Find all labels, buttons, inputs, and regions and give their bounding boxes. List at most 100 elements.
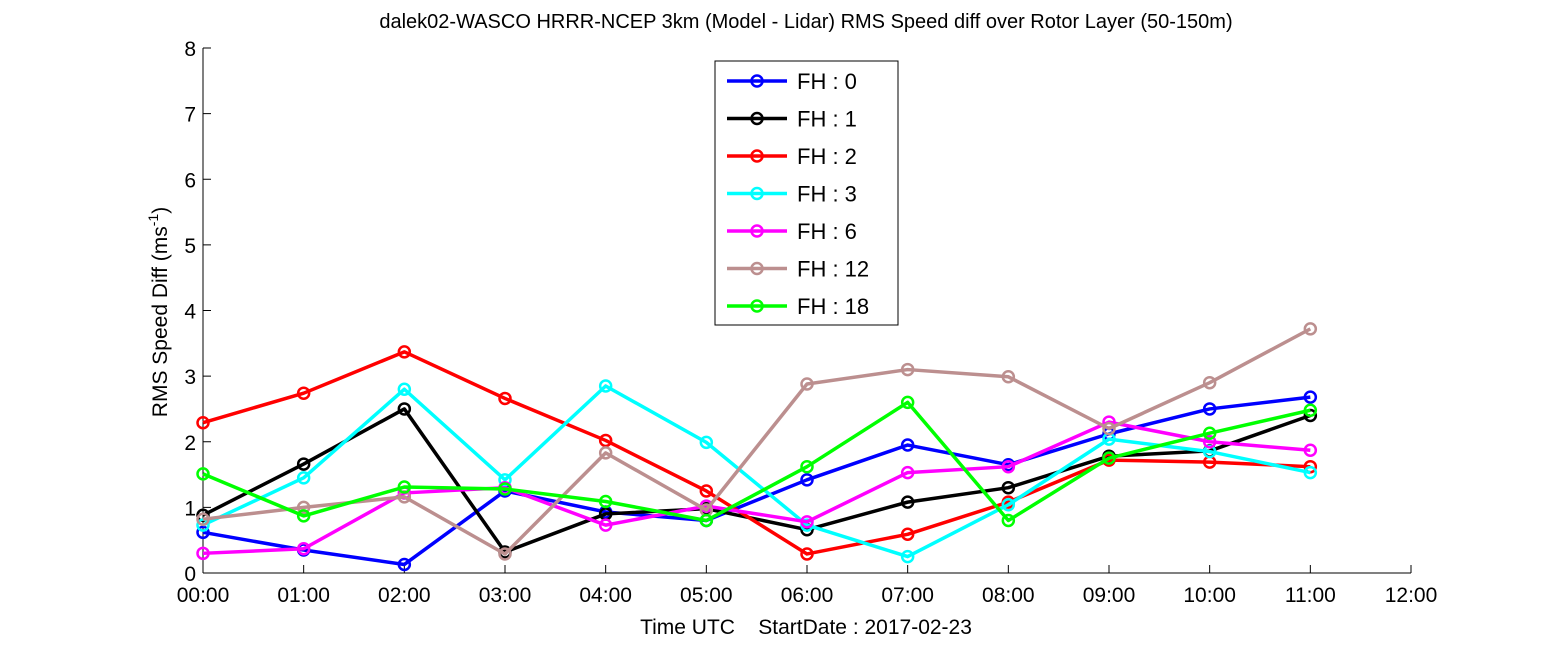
data-point (900, 549, 915, 564)
y-tick-label: 8 (184, 38, 196, 61)
legend-label: FH : 2 (797, 144, 857, 169)
y-tick-label: 4 (184, 301, 196, 324)
legend-label: FH : 12 (797, 257, 869, 282)
data-point (900, 465, 915, 480)
series-6 (196, 395, 1318, 528)
data-point (699, 484, 714, 498)
legend-entry: FH : 12 (727, 257, 869, 282)
data-point (196, 415, 210, 430)
data-point (1102, 421, 1116, 436)
legend-marker (750, 149, 764, 163)
x-tick-label: 07:00 (881, 584, 934, 607)
x-tick-label: 11:00 (1285, 584, 1336, 607)
data-point (1303, 465, 1318, 480)
data-point (296, 500, 311, 515)
series-layer (196, 322, 1318, 572)
legend-entry: FH : 2 (727, 144, 857, 169)
data-point (498, 473, 512, 487)
x-tick-label: 04:00 (579, 584, 632, 607)
data-point (498, 547, 512, 561)
data-point (196, 525, 210, 540)
data-point (196, 467, 210, 481)
legend-marker (750, 261, 764, 276)
y-tick-label: 0 (184, 563, 196, 586)
legend-entry: FH : 0 (727, 69, 857, 94)
data-point (1303, 403, 1318, 417)
y-axis-label-sup: -1 (145, 214, 161, 227)
y-axis-label: RMS Speed Diff (ms-1) (145, 207, 172, 417)
data-point (1303, 443, 1318, 458)
x-tick-label: 08:00 (982, 584, 1035, 607)
series-line (202, 420, 1311, 556)
data-point (598, 446, 613, 460)
x-tick-label: 09:00 (1083, 584, 1136, 607)
legend: FH : 0 FH : 1 FH : 2 FH : 3 FH : 6 FH : 12 FH … (714, 60, 899, 326)
data-point (1001, 498, 1016, 512)
data-point (1202, 375, 1217, 390)
series-line (202, 350, 1311, 556)
x-tick-label: 02:00 (378, 584, 431, 607)
data-point (598, 518, 613, 532)
data-point (1303, 322, 1318, 336)
data-point (397, 557, 412, 572)
y-tick-label: 2 (184, 432, 196, 455)
y-tick-label: 7 (184, 104, 196, 127)
x-tick-label: 10:00 (1183, 584, 1236, 607)
data-point (397, 402, 412, 416)
data-point (196, 512, 210, 526)
data-point (1001, 480, 1016, 495)
y-axis-label-end: ) (149, 207, 172, 214)
data-point (1102, 451, 1116, 465)
data-point (800, 473, 814, 487)
data-point (1202, 435, 1217, 449)
data-point (900, 527, 915, 542)
data-point (498, 482, 512, 496)
series-line (202, 384, 1311, 559)
data-point (800, 547, 814, 561)
data-point (1202, 402, 1217, 416)
y-axis: 0 1 2 3 4 5 6 7 8 (184, 38, 211, 586)
legend-label: FH : 6 (797, 219, 857, 244)
legend-marker (750, 74, 764, 88)
y-tick-label: 1 (184, 497, 196, 520)
series-line (202, 395, 1311, 567)
data-point (296, 541, 311, 556)
data-point (1001, 370, 1016, 384)
legend-label: FH : 3 (797, 182, 857, 207)
x-tick-label: 06:00 (781, 584, 834, 607)
data-point (598, 379, 613, 393)
data-point (900, 495, 915, 509)
data-point (296, 471, 311, 485)
y-axis-label-main: RMS Speed Diff (ms (149, 226, 172, 417)
data-point (397, 382, 412, 396)
x-axis-label: Time UTC StartDate : 2017-02-23 (640, 616, 972, 639)
data-point (800, 459, 814, 474)
legend-entry: FH : 3 (727, 182, 857, 207)
y-tick-label: 3 (184, 366, 196, 389)
data-point (397, 345, 412, 359)
data-point (196, 546, 210, 561)
chart-title: dalek02-WASCO HRRR-NCEP 3km (Model - Lid… (379, 11, 1232, 33)
data-point (296, 386, 311, 400)
x-tick-label: 03:00 (479, 584, 532, 607)
data-point (1303, 408, 1318, 423)
y-tick-label: 5 (184, 235, 196, 258)
data-point (296, 457, 311, 471)
data-point (1001, 459, 1016, 474)
x-tick-label: 05:00 (680, 584, 733, 607)
x-axis: 00:00 01:00 02:00 03:00 04:00 05:00 06:00 07:00… (177, 565, 1437, 607)
data-point (397, 480, 412, 494)
data-point (196, 518, 210, 532)
data-point (1001, 513, 1016, 528)
data-point (900, 438, 915, 452)
data-point (800, 377, 814, 391)
data-point (900, 362, 915, 377)
legend-entry: FH : 1 (727, 107, 857, 132)
x-tick-label: 01:00 (277, 584, 330, 607)
data-point (800, 515, 814, 529)
data-point (1303, 390, 1318, 404)
legend-marker (750, 224, 764, 238)
legend-marker (750, 111, 764, 126)
legend-label: FH : 0 (797, 69, 857, 94)
